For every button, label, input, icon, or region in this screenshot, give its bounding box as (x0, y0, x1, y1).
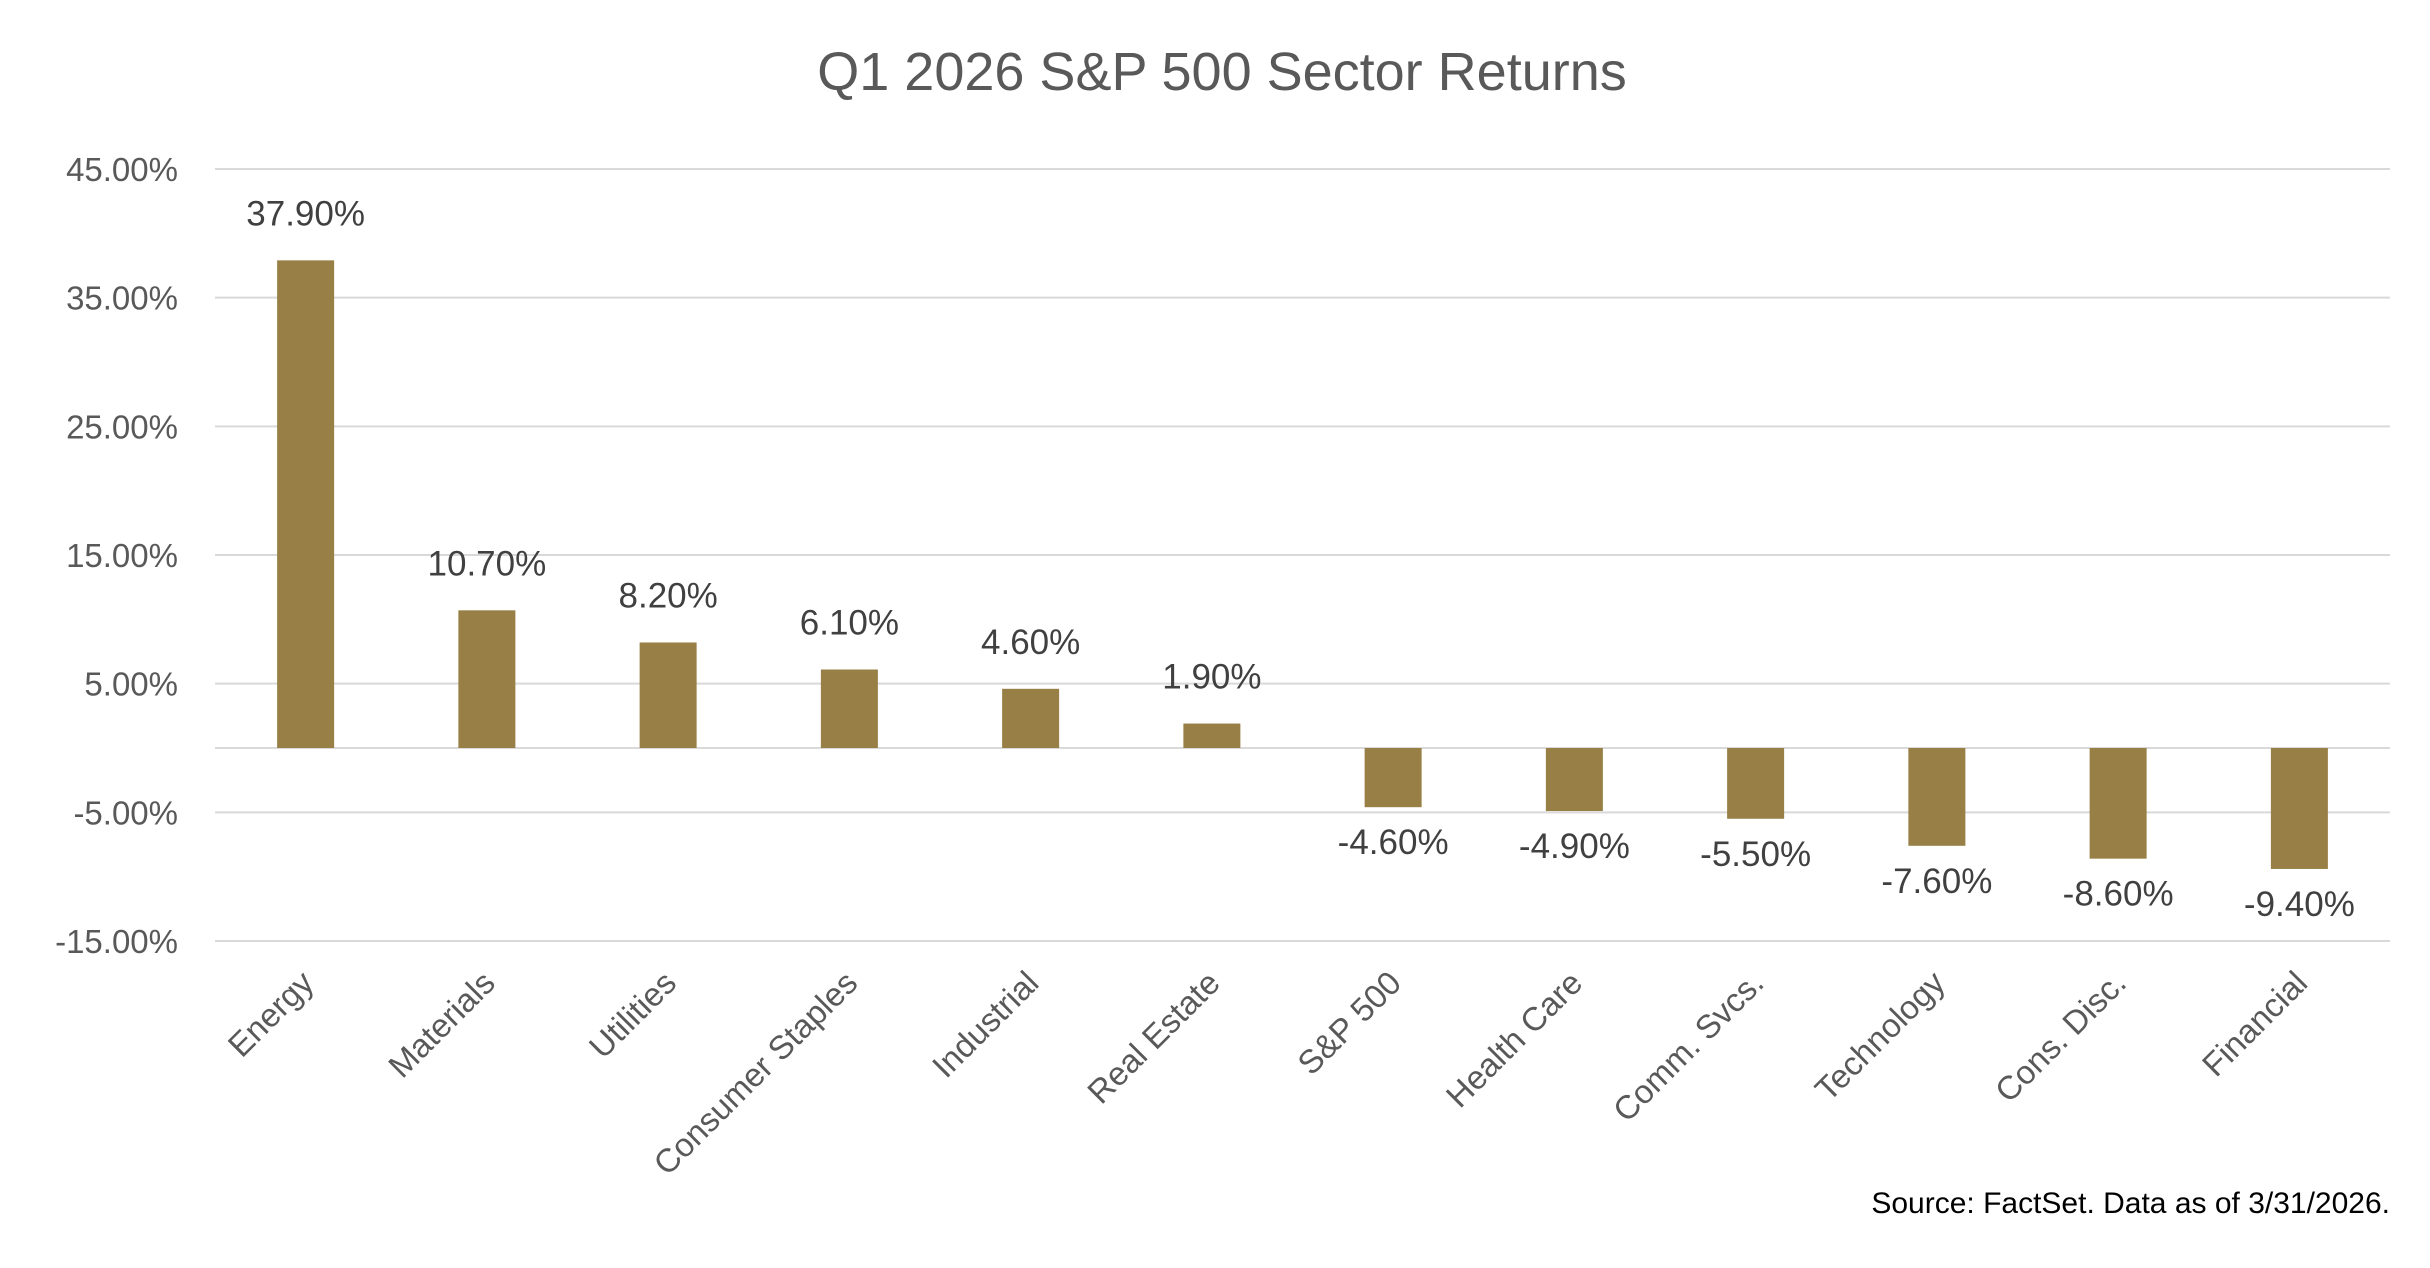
x-tick-label: Technology (1808, 963, 1953, 1108)
data-label: -7.60% (1881, 862, 1992, 901)
bar (2270, 748, 2328, 869)
data-label: -5.50% (1700, 835, 1811, 874)
source-note: Source: FactSet. Data as of 3/31/2026. (1871, 1187, 2390, 1220)
x-tick-label: Cons. Disc. (1988, 964, 2133, 1109)
data-label: -9.40% (2244, 885, 2355, 924)
data-label: 1.90% (1162, 658, 1261, 697)
x-tick-label: S&P 500 (1290, 964, 1408, 1082)
bar (1545, 748, 1603, 812)
gridlines (215, 168, 2390, 942)
chart-title: Q1 2026 S&P 500 Sector Returns (817, 42, 1627, 102)
x-tick-label: Consumer Staples (646, 964, 864, 1182)
data-labels: 37.90% 10.70% 8.20% 6.10% 4.60% 1.90% -4.60% -4… (246, 194, 2355, 924)
y-tick-label: 15.00% (66, 537, 178, 574)
x-tick-label: Comm. Svcs. (1606, 964, 1771, 1129)
bars (277, 260, 2328, 869)
bar (1002, 688, 1060, 748)
bar (1908, 748, 1966, 846)
x-tick-label: Financial (2195, 964, 2315, 1084)
x-tick-label: Real Estate (1080, 964, 1227, 1111)
data-label: 37.90% (246, 194, 365, 233)
x-tick-label: Utilities (582, 964, 683, 1065)
y-tick-label: 35.00% (66, 280, 178, 317)
bar (1727, 748, 1785, 819)
data-label: 8.20% (619, 576, 718, 615)
data-label: 4.60% (981, 623, 1080, 662)
bar (639, 642, 697, 748)
x-tick-label: Materials (381, 964, 502, 1085)
data-label: -4.60% (1338, 823, 1449, 862)
y-tick-label: 5.00% (84, 666, 178, 703)
y-axis-ticks: 45.00% 35.00% 25.00% 15.00% 5.00% -5.00% -15.0… (55, 151, 178, 960)
bar (1364, 748, 1422, 808)
bar (277, 260, 335, 748)
x-tick-label: Industrial (925, 964, 1046, 1085)
y-tick-label: -5.00% (73, 794, 178, 831)
bar (458, 610, 516, 748)
y-tick-label: -15.00% (55, 923, 178, 960)
x-tick-label: Health Care (1439, 964, 1590, 1115)
y-tick-label: 45.00% (66, 151, 178, 188)
y-tick-label: 25.00% (66, 408, 178, 445)
data-label: -8.60% (2063, 875, 2174, 914)
bar (820, 669, 878, 748)
bar (1183, 723, 1241, 748)
bar (2089, 748, 2147, 859)
data-label: 6.10% (800, 604, 899, 643)
x-tick-label: Energy (220, 963, 320, 1063)
data-label: -4.90% (1519, 827, 1630, 866)
data-label: 10.70% (428, 544, 547, 583)
